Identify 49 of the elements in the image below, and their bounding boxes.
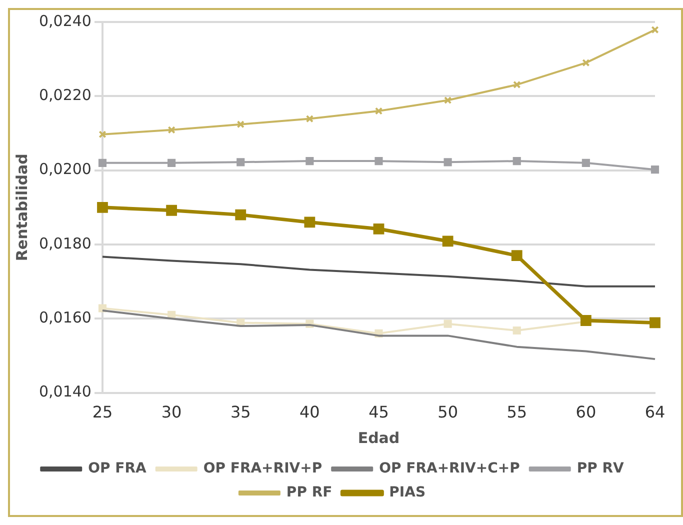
legend-label: PP RV [576, 460, 624, 477]
point [444, 158, 452, 166]
x-tick-label: 55 [506, 402, 528, 422]
point [512, 326, 521, 335]
x-tick-label: 35 [230, 402, 251, 422]
point [166, 204, 177, 216]
point [650, 166, 660, 174]
legend-label: PIAS [389, 484, 426, 501]
x-tick-label: 60 [576, 402, 596, 422]
point [168, 126, 176, 134]
y-tick-label: 0,0220 [38, 86, 92, 104]
legend-label: PP RF [286, 484, 332, 501]
x-tick-label: 64 [644, 402, 666, 422]
y-tick-label: 0,0160 [38, 308, 92, 327]
legend-label: OP FRA+RIV+P [203, 460, 322, 477]
point [304, 216, 316, 228]
point [444, 96, 452, 104]
legend-label: OP FRA [88, 460, 147, 477]
point [374, 157, 383, 166]
point [444, 320, 452, 328]
point [168, 158, 176, 167]
point [236, 158, 245, 166]
x-tick-label: 40 [300, 402, 320, 422]
legend-label: OP FRA+RIV+C+P [379, 460, 520, 477]
point [98, 158, 107, 167]
x-axis-title: Edad [358, 428, 400, 447]
point [236, 120, 244, 128]
x-tick-label: 25 [92, 402, 113, 422]
point [235, 209, 246, 220]
y-tick-label: 0,0200 [38, 160, 92, 178]
point [580, 315, 592, 326]
point [374, 107, 383, 115]
x-tick-label: 45 [368, 402, 389, 422]
point [442, 236, 454, 247]
point [373, 223, 384, 234]
point [582, 158, 590, 167]
y-tick-label: 0,0180 [38, 234, 92, 252]
point [306, 114, 314, 123]
y-tick-label: 0,0140 [38, 382, 92, 401]
point [512, 157, 521, 166]
x-tick-label: 30 [161, 402, 182, 422]
point [513, 80, 521, 88]
point [511, 250, 522, 262]
y-axis-title: Rentabilidad [12, 154, 31, 262]
point [97, 202, 108, 213]
x-tick-label: 50 [438, 402, 458, 422]
point [306, 157, 314, 166]
y-tick-label: 0,0240 [38, 12, 92, 30]
point [582, 58, 590, 67]
